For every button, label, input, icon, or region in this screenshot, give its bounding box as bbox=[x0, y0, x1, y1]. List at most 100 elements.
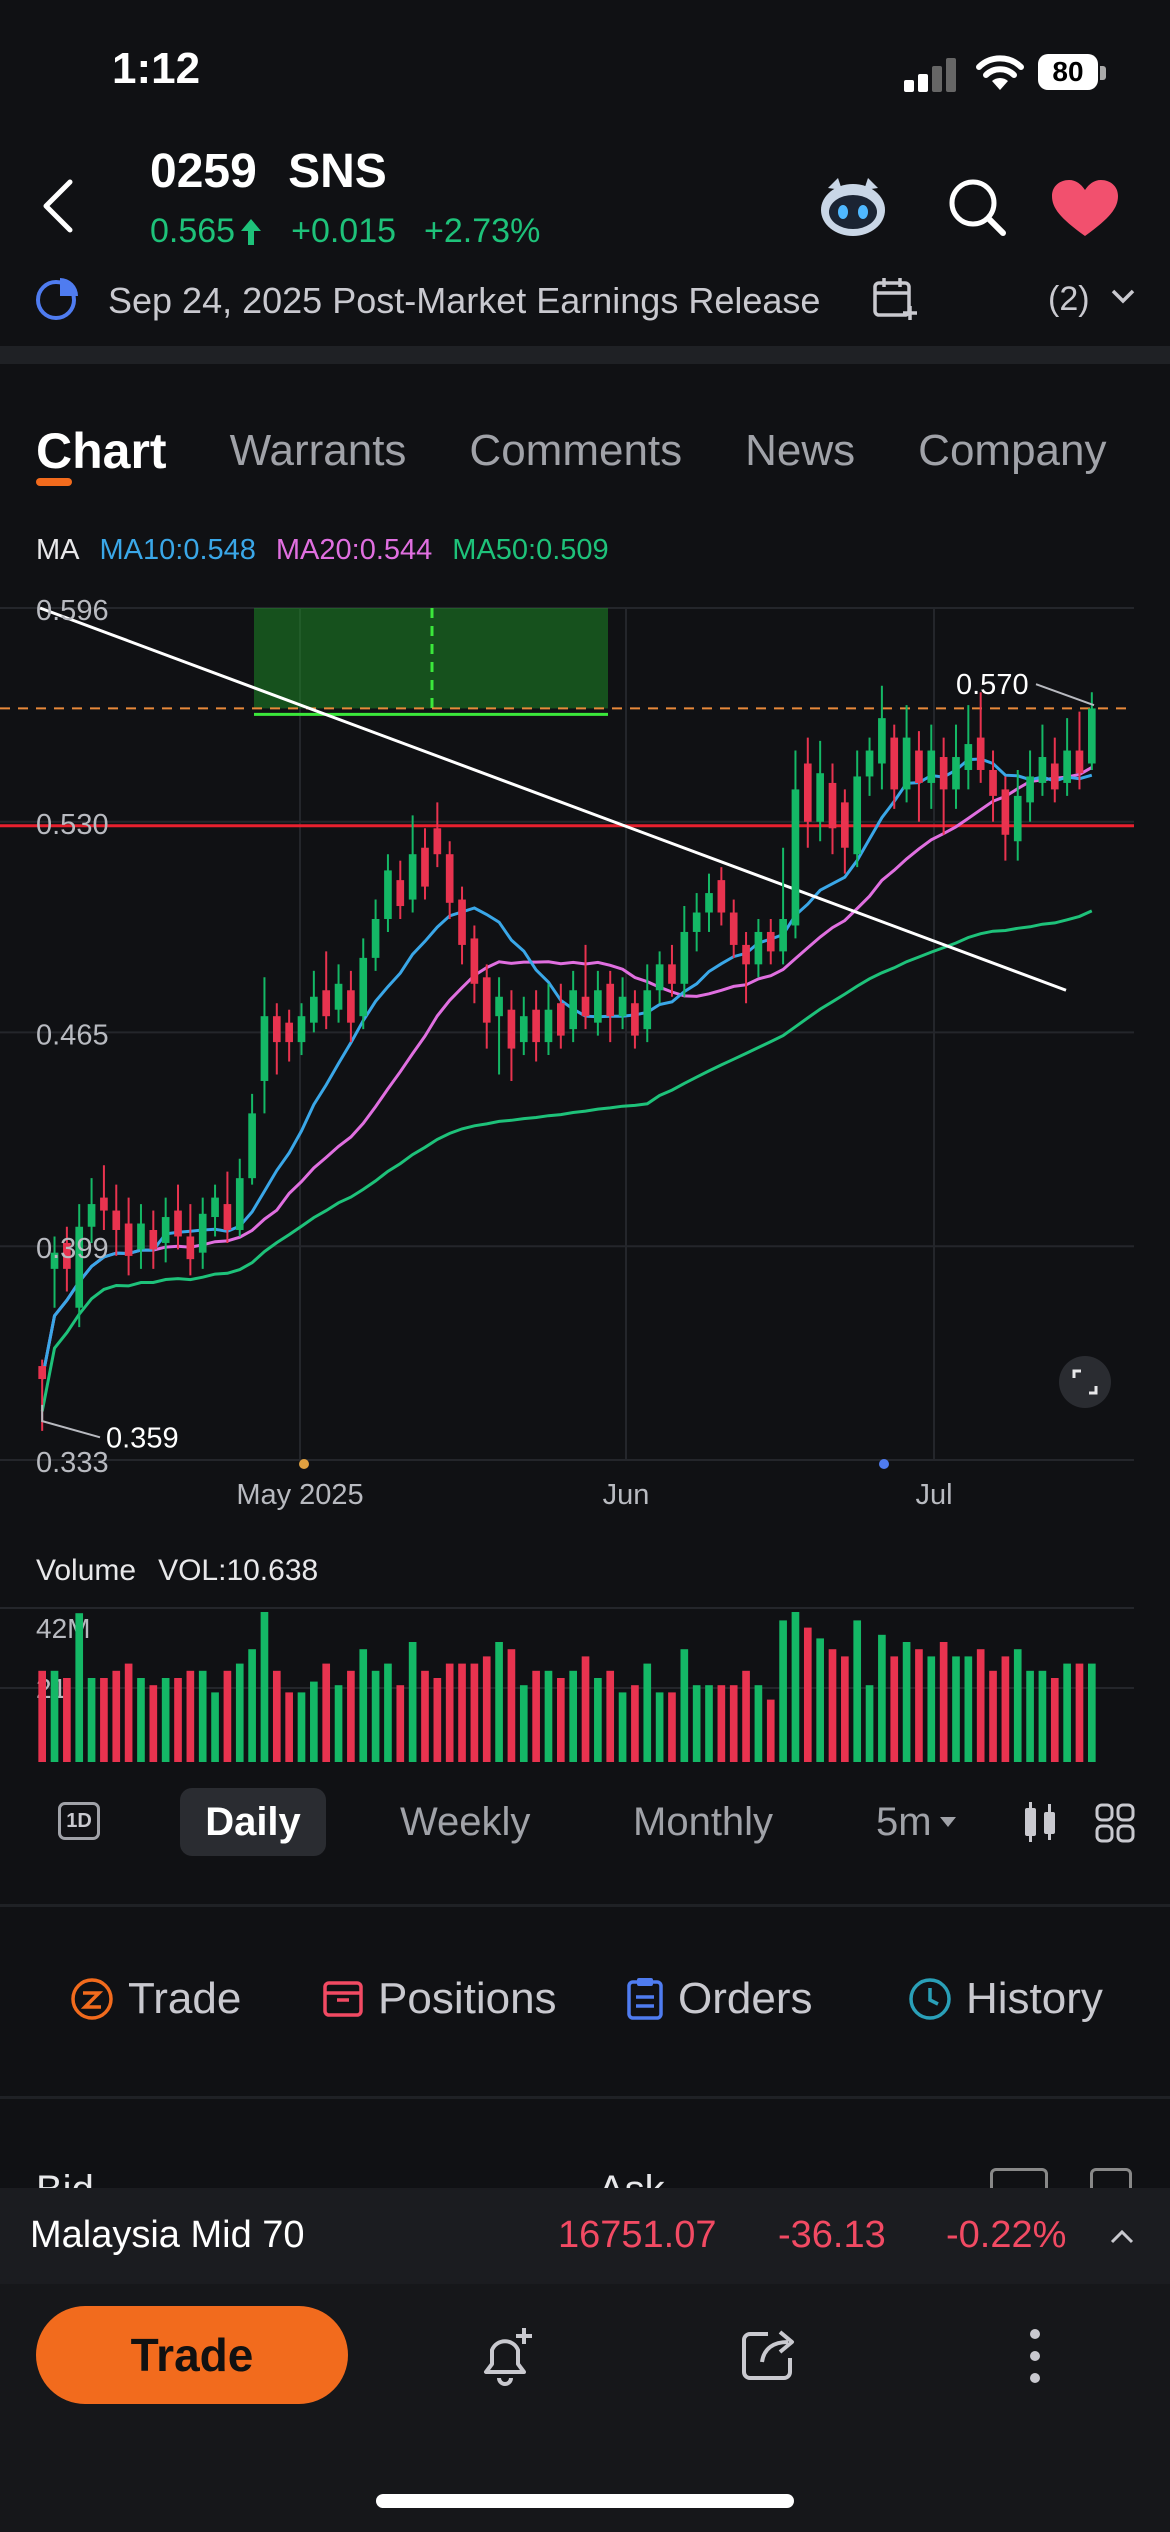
volume-bar bbox=[211, 1692, 219, 1762]
volume-bar bbox=[816, 1638, 824, 1762]
volume-bar bbox=[779, 1620, 787, 1762]
share-icon[interactable] bbox=[740, 2326, 798, 2382]
candle-body bbox=[384, 870, 392, 919]
candle-body bbox=[124, 1223, 133, 1256]
volume-bar bbox=[766, 1699, 775, 1762]
settings-icon[interactable] bbox=[1090, 2168, 1132, 2190]
candle-body bbox=[964, 744, 973, 770]
candle-body bbox=[433, 828, 442, 855]
tab-chart[interactable]: Chart bbox=[36, 423, 167, 486]
candle-body bbox=[717, 880, 726, 913]
bottom-toolbar: Trade bbox=[0, 2284, 1170, 2532]
candle-body bbox=[766, 931, 775, 952]
orders-action-label: Orders bbox=[678, 1974, 813, 2023]
candle-body bbox=[828, 782, 837, 829]
volume-bar bbox=[964, 1656, 973, 1762]
volume-bar bbox=[124, 1663, 133, 1762]
candlestick-chart[interactable]: 0.596 0.530 0.465 0.399 0.333 May 2025 Jun Jul 0… bbox=[0, 580, 1170, 1540]
candle-body bbox=[1038, 757, 1047, 783]
volume-bar bbox=[544, 1670, 553, 1762]
chevron-down-icon[interactable] bbox=[1110, 286, 1136, 306]
fullscreen-button[interactable] bbox=[1059, 1356, 1111, 1408]
candle-body bbox=[742, 944, 750, 965]
high-pointer bbox=[1035, 683, 1095, 707]
candle-body bbox=[729, 912, 738, 945]
candle-body bbox=[594, 990, 602, 1023]
earnings-banner[interactable]: Sep 24, 2025 Post-Market Earnings Releas… bbox=[34, 272, 1144, 324]
cellular-signal-icon bbox=[904, 58, 956, 92]
volume-bar bbox=[878, 1634, 886, 1762]
bid-ask-header: Bid Ask bbox=[0, 2160, 1170, 2190]
orders-action[interactable]: Orders bbox=[626, 1974, 812, 2024]
volume-bar bbox=[952, 1656, 960, 1762]
candle-body bbox=[421, 847, 429, 887]
chevron-up-icon[interactable] bbox=[1110, 2228, 1134, 2244]
volume-bar bbox=[754, 1685, 763, 1762]
volume-bar bbox=[482, 1656, 491, 1762]
volume-bar bbox=[63, 1678, 71, 1762]
volume-bar bbox=[396, 1685, 405, 1762]
trade-button[interactable]: Trade bbox=[36, 2306, 348, 2404]
candle-body bbox=[841, 802, 849, 848]
grid-layout-icon[interactable] bbox=[1094, 1802, 1136, 1844]
volume-bar bbox=[347, 1670, 355, 1762]
divider bbox=[0, 2096, 1170, 2099]
candle-body bbox=[482, 977, 491, 1023]
history-action-label: History bbox=[966, 1974, 1103, 2023]
candle-body bbox=[803, 763, 812, 822]
battery-tip bbox=[1100, 66, 1106, 80]
volume-bar bbox=[1087, 1663, 1096, 1762]
interval-dropdown[interactable]: 5m bbox=[876, 1788, 958, 1856]
trade-action[interactable]: Trade bbox=[70, 1974, 241, 2024]
divider bbox=[0, 1904, 1170, 1907]
candle-body bbox=[569, 990, 578, 1030]
index-ticker-bar[interactable]: Malaysia Mid 70 16751.07 -36.13 -0.22% bbox=[0, 2188, 1170, 2284]
volume-bar bbox=[606, 1670, 615, 1762]
caret-down-icon bbox=[939, 1817, 956, 1827]
stock-price: 0.565 bbox=[150, 212, 236, 250]
more-options-icon[interactable] bbox=[1026, 2326, 1044, 2386]
bank-icon[interactable] bbox=[990, 2168, 1048, 2190]
tab-bar: Chart Warrants Comments News Company bbox=[36, 423, 1169, 486]
candle-body bbox=[643, 990, 652, 1030]
volume-bar bbox=[248, 1649, 256, 1762]
candle-body bbox=[297, 1016, 306, 1043]
positions-action[interactable]: Positions bbox=[322, 1974, 557, 2024]
tab-warrants[interactable]: Warrants bbox=[229, 426, 407, 475]
volume-bar bbox=[594, 1678, 602, 1762]
candle-body bbox=[692, 912, 701, 932]
history-action[interactable]: History bbox=[908, 1974, 1103, 2024]
candle-body bbox=[272, 1016, 281, 1043]
volume-bar bbox=[161, 1678, 170, 1762]
tab-company[interactable]: Company bbox=[918, 426, 1107, 475]
stock-title: 0259 SNS bbox=[150, 144, 387, 199]
volume-bar bbox=[223, 1670, 232, 1762]
tab-news[interactable]: News bbox=[745, 426, 856, 475]
back-arrow-icon[interactable] bbox=[34, 176, 84, 236]
add-calendar-icon[interactable] bbox=[872, 276, 918, 322]
volume-value: VOL:10.638 bbox=[158, 1554, 319, 1587]
volume-chart[interactable]: 42M21 bbox=[0, 1596, 1170, 1766]
candle-body bbox=[38, 1366, 47, 1380]
favorite-heart-icon[interactable] bbox=[1050, 178, 1120, 238]
period-1d-button[interactable]: 1D bbox=[58, 1802, 100, 1840]
candle-body bbox=[878, 718, 886, 764]
search-icon[interactable] bbox=[946, 176, 1008, 238]
add-alert-bell-icon[interactable] bbox=[476, 2324, 536, 2388]
ma50-line bbox=[40, 909, 1093, 1412]
stock-quote: 0.565 +0.015 +2.73% bbox=[150, 212, 540, 251]
candle-style-icon[interactable] bbox=[1022, 1800, 1058, 1844]
period-weekly-button[interactable]: Weekly bbox=[400, 1800, 531, 1844]
volume-bar bbox=[186, 1670, 195, 1762]
candle-body bbox=[816, 773, 824, 822]
ma-legend[interactable]: MA MA10:0.548 MA20:0.544 MA50:0.509 bbox=[36, 534, 609, 567]
ai-assistant-icon[interactable] bbox=[818, 174, 888, 238]
period-monthly-button[interactable]: Monthly bbox=[633, 1800, 774, 1844]
volume-bar bbox=[631, 1685, 639, 1762]
tab-comments[interactable]: Comments bbox=[469, 426, 683, 475]
candle-body bbox=[927, 750, 936, 783]
candle-body bbox=[680, 931, 689, 984]
volume-bar bbox=[668, 1692, 676, 1762]
volume-bar bbox=[458, 1663, 466, 1762]
period-daily-button[interactable]: Daily bbox=[180, 1788, 326, 1856]
